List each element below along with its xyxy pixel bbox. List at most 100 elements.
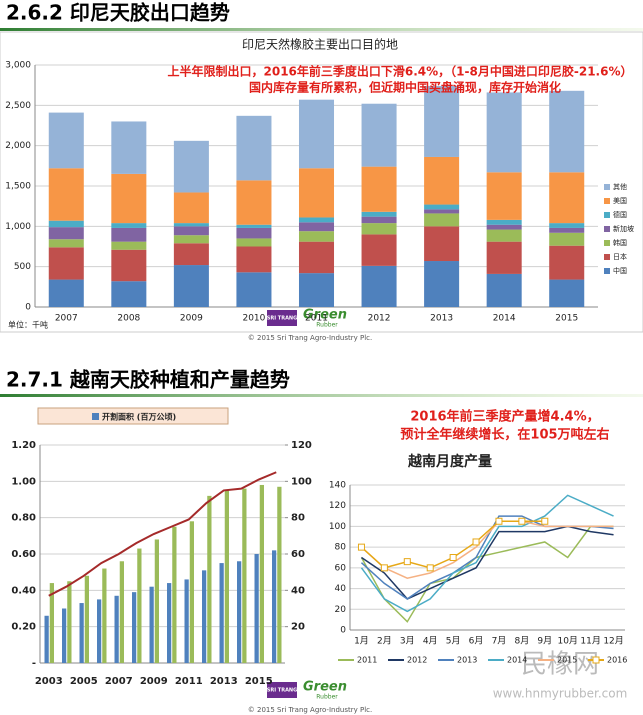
bar [79, 603, 84, 663]
bar [119, 561, 124, 663]
bar-segment [361, 103, 397, 167]
legend-swatch [604, 240, 610, 246]
bar-segment [173, 192, 209, 224]
x-tick-label: 2013 [210, 676, 238, 687]
y-tick-label: 80 [335, 543, 347, 553]
legend-label: 2012 [407, 656, 427, 665]
logo-main: Green [303, 308, 347, 323]
bar-segment [424, 156, 460, 205]
logo-sub: Rubber [316, 322, 338, 329]
bar-segment [486, 229, 522, 242]
bar-segment [549, 227, 585, 233]
x-tick-label: 2015 [245, 676, 273, 687]
bar-segment [486, 92, 522, 173]
copyright: © 2015 Sri Trang Agro-Industry Plc. [248, 706, 372, 714]
y-tick-label: 0.80 [11, 513, 36, 524]
y2-tick-label: 120 [291, 440, 312, 451]
watermark: 民橡网 [521, 650, 599, 680]
point-marker [380, 564, 388, 572]
y-tick-label: 140 [329, 481, 346, 491]
y2-tick-label: 60 [291, 549, 305, 560]
legend-marker [592, 656, 600, 664]
y-tick-label: 60 [335, 563, 347, 573]
bar-segment [424, 204, 460, 210]
x-tick-label: 9月 [537, 636, 552, 647]
bar-segment [549, 245, 585, 280]
bar [102, 568, 107, 663]
bar-segment [298, 217, 335, 223]
bar-segment [361, 265, 397, 307]
bar-segment [173, 226, 209, 236]
x-tick-label: 2011 [175, 676, 203, 687]
bar-segment [486, 241, 522, 274]
chart-title: 印尼天然橡胶主要出口目的地 [242, 37, 398, 52]
bar [137, 548, 142, 663]
bar-segment [424, 213, 460, 227]
legend-swatch [604, 184, 610, 190]
bar-segment [48, 168, 84, 221]
legend-label: 2015 [557, 656, 577, 665]
y-tick-label: 0.40 [11, 585, 36, 596]
chart-title: 越南月度产量 [407, 453, 492, 470]
point-marker [541, 517, 549, 525]
bar-segment [111, 227, 147, 242]
bar [184, 579, 189, 663]
line [360, 520, 614, 580]
legend-swatch [92, 413, 99, 420]
y-tick-label: 0 [340, 626, 346, 636]
bar [272, 550, 277, 663]
y-tick-label: 0.20 [11, 622, 36, 633]
bar-segment [424, 261, 460, 307]
x-tick-label: 2012 [368, 314, 391, 324]
legend-swatch [604, 226, 610, 232]
annotation: 上半年限制出口，2016年前三季度出口下滑6.4%，（1-8月中国进口印尼胶-2… [168, 64, 633, 79]
x-tick-label: 1月 [354, 636, 369, 647]
bar-segment [48, 239, 84, 248]
y-tick-label: 500 [14, 262, 31, 272]
bar-segment [173, 265, 209, 307]
bar-segment [298, 168, 335, 218]
bar-segment [361, 216, 397, 224]
bar [254, 554, 259, 663]
x-tick-label: 2009 [180, 314, 203, 324]
legend-label: 日本 [613, 252, 627, 261]
x-tick-label: 10月 [557, 636, 577, 647]
bar-segment [173, 235, 209, 244]
bar-segment [486, 273, 522, 307]
annotation: 国内库存量有所累积，但近期中国买盘涌现，库存开始消化 [249, 80, 561, 95]
bar [149, 586, 154, 663]
legend-box [37, 407, 229, 425]
heading-rule [0, 394, 643, 397]
watermark: www.hnmyrubber.com [493, 687, 628, 701]
y-tick-label: 0.60 [11, 549, 36, 560]
legend-swatch [604, 254, 610, 260]
bar [132, 592, 137, 663]
y-tick-label: 0 [25, 303, 31, 313]
y2-tick-label: 100 [291, 476, 312, 487]
legend-swatch [604, 198, 610, 204]
y-tick-label: 100 [329, 522, 346, 532]
x-tick-label: 12月 [603, 636, 623, 647]
bar-segment [424, 85, 460, 157]
annotation: 预计全年继续增长，在105万吨左右 [400, 427, 609, 443]
logo-main: Green [303, 680, 347, 695]
bar-segment [298, 241, 335, 274]
legend-label: 中国 [613, 266, 627, 275]
bar-segment [48, 112, 84, 169]
y-tick-label: 2,000 [5, 141, 31, 151]
y2-tick-label: 80 [291, 513, 305, 524]
bar [97, 599, 102, 663]
x-tick-label: 2005 [70, 676, 98, 687]
y-tick-label: 1.20 [11, 440, 36, 451]
x-tick-label: 2011 [305, 314, 328, 324]
bar [49, 583, 54, 663]
bar-segment [236, 180, 272, 225]
y-tick-label: 3,000 [5, 61, 31, 71]
bar-segment [486, 224, 522, 230]
logo-box [267, 310, 297, 326]
bar [277, 486, 282, 663]
legend-label: 2016 [607, 656, 627, 665]
copyright: © 2015 Sri Trang Agro-Industry Plc. [248, 334, 372, 342]
line [360, 494, 614, 613]
